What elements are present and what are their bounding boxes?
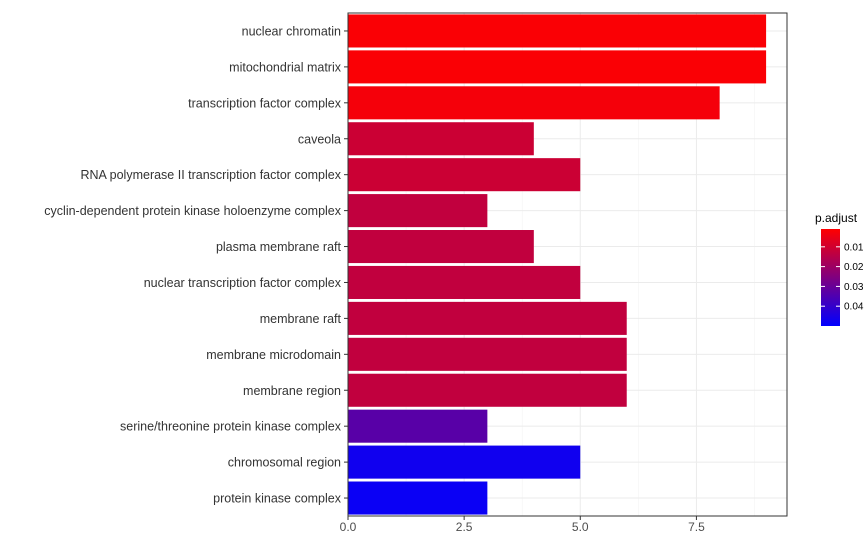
x-tick-label: 0.0 <box>340 520 357 533</box>
x-tick-label: 5.0 <box>572 520 589 533</box>
bar <box>348 86 720 120</box>
bar <box>348 50 767 84</box>
legend-ticks: 0.01 0.02 0.03 0.04 <box>821 242 864 313</box>
x-tick-label: 7.5 <box>688 520 705 533</box>
legend-label: 0.04 <box>844 302 864 313</box>
legend-label: 0.01 <box>844 242 864 253</box>
bar <box>348 337 627 371</box>
bar <box>348 158 581 192</box>
category-label: cyclin-dependent protein kinase holoenzy… <box>44 204 341 218</box>
category-label: protein kinase complex <box>213 492 342 506</box>
x-tick-label: 2.5 <box>456 520 473 533</box>
category-label: membrane microdomain <box>206 348 341 362</box>
bar <box>348 230 534 264</box>
category-label: membrane region <box>243 384 341 398</box>
category-labels: nuclear chromatin mitochondrial matrix tra… <box>44 24 348 506</box>
bar <box>348 445 581 479</box>
legend-label: 0.03 <box>844 282 864 293</box>
plot-panel-border <box>347 12 788 517</box>
x-axis-ticks: 0.0 2.5 5.0 7.5 <box>340 516 705 533</box>
p-adjust-legend: p.adjust 0.01 0.02 0.03 0.04 <box>815 211 864 326</box>
bars <box>348 14 767 515</box>
bar <box>348 301 627 335</box>
category-label: nuclear transcription factor complex <box>144 276 342 290</box>
category-label: nuclear chromatin <box>242 24 341 38</box>
bar <box>348 14 767 48</box>
legend-label: 0.02 <box>844 262 864 273</box>
legend-title: p.adjust <box>815 211 858 225</box>
bar <box>348 409 488 443</box>
legend-colorbar <box>821 229 840 326</box>
bar <box>348 481 488 515</box>
bar <box>348 373 627 407</box>
bar <box>348 194 488 228</box>
bar <box>348 265 581 299</box>
category-label: serine/threonine protein kinase complex <box>120 420 342 434</box>
category-label: plasma membrane raft <box>216 240 342 254</box>
category-label: caveola <box>298 132 341 146</box>
category-label: RNA polymerase II transcription factor c… <box>80 168 341 182</box>
category-label: mitochondrial matrix <box>229 60 342 74</box>
category-label: membrane raft <box>260 312 342 326</box>
category-label: chromosomal region <box>228 456 341 470</box>
bar <box>348 122 534 156</box>
category-label: transcription factor complex <box>188 96 342 110</box>
